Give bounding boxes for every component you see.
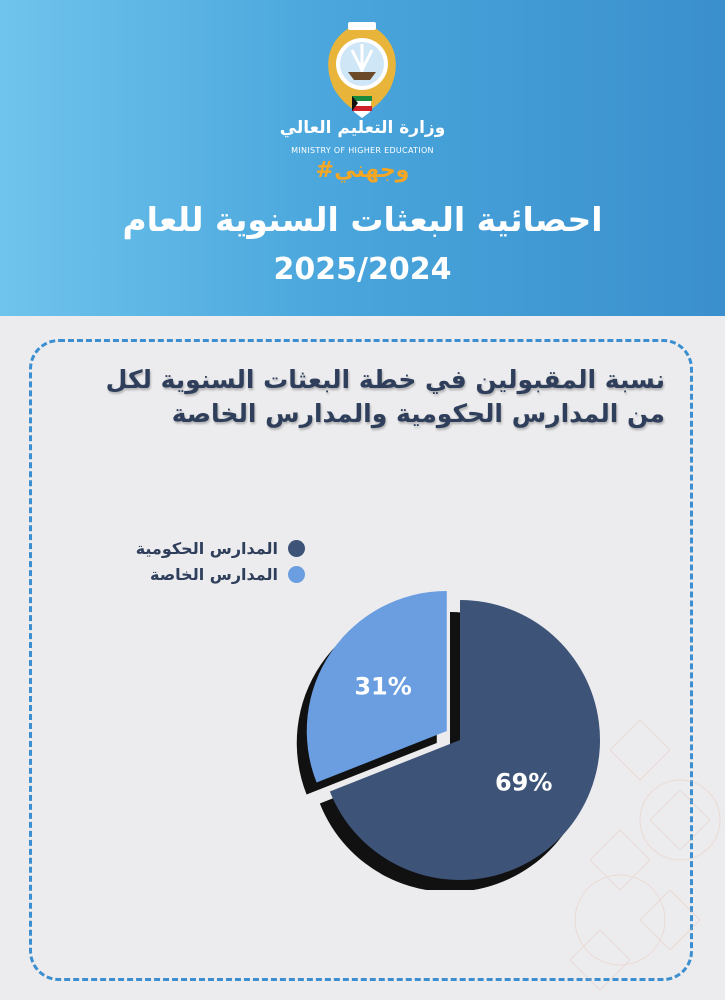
legend-label-private: المدارس الخاصة: [150, 564, 278, 584]
decorative-pattern: [569, 719, 721, 991]
legend-label-government: المدارس الحكومية: [135, 538, 278, 558]
kuwait-emblem-icon: [328, 22, 396, 118]
chart-title-line-2: من المدارس الحكومية والمدارس الخاصة: [171, 399, 665, 428]
pie-label-private: 31%: [354, 673, 411, 701]
page-year: 2025/2024: [273, 252, 452, 287]
hashtag-logo: #وجهني: [315, 158, 410, 183]
pie-label-government: 69%: [495, 768, 552, 796]
legend-item-private: المدارس الخاصة: [136, 561, 305, 587]
legend-item-government: المدارس الحكومية: [136, 535, 305, 561]
legend-swatch-private: [288, 565, 305, 583]
chart-title-line-1: نسبة المقبولين في خطة البعثات السنوية لك…: [105, 365, 665, 394]
header-banner: وزارة التعليم العالي MINISTRY OF HIGHER …: [0, 0, 725, 316]
page-title: احصائية البعثات السنوية للعام: [122, 200, 603, 239]
chart-legend: المدارس الحكومية المدارس الخاصة: [136, 535, 305, 587]
ministry-name-english: MINISTRY OF HIGHER EDUCATION: [291, 146, 434, 155]
chart-title: نسبة المقبولين في خطة البعثات السنوية لك…: [65, 363, 665, 431]
legend-swatch-government: [288, 539, 305, 557]
chart-card: [29, 339, 693, 981]
ministry-name-arabic: وزارة التعليم العالي: [279, 118, 446, 138]
pie-slice-private: [306, 591, 447, 783]
pie-chart: 69% 31%: [296, 591, 600, 890]
pie-slice-government: [329, 600, 600, 880]
